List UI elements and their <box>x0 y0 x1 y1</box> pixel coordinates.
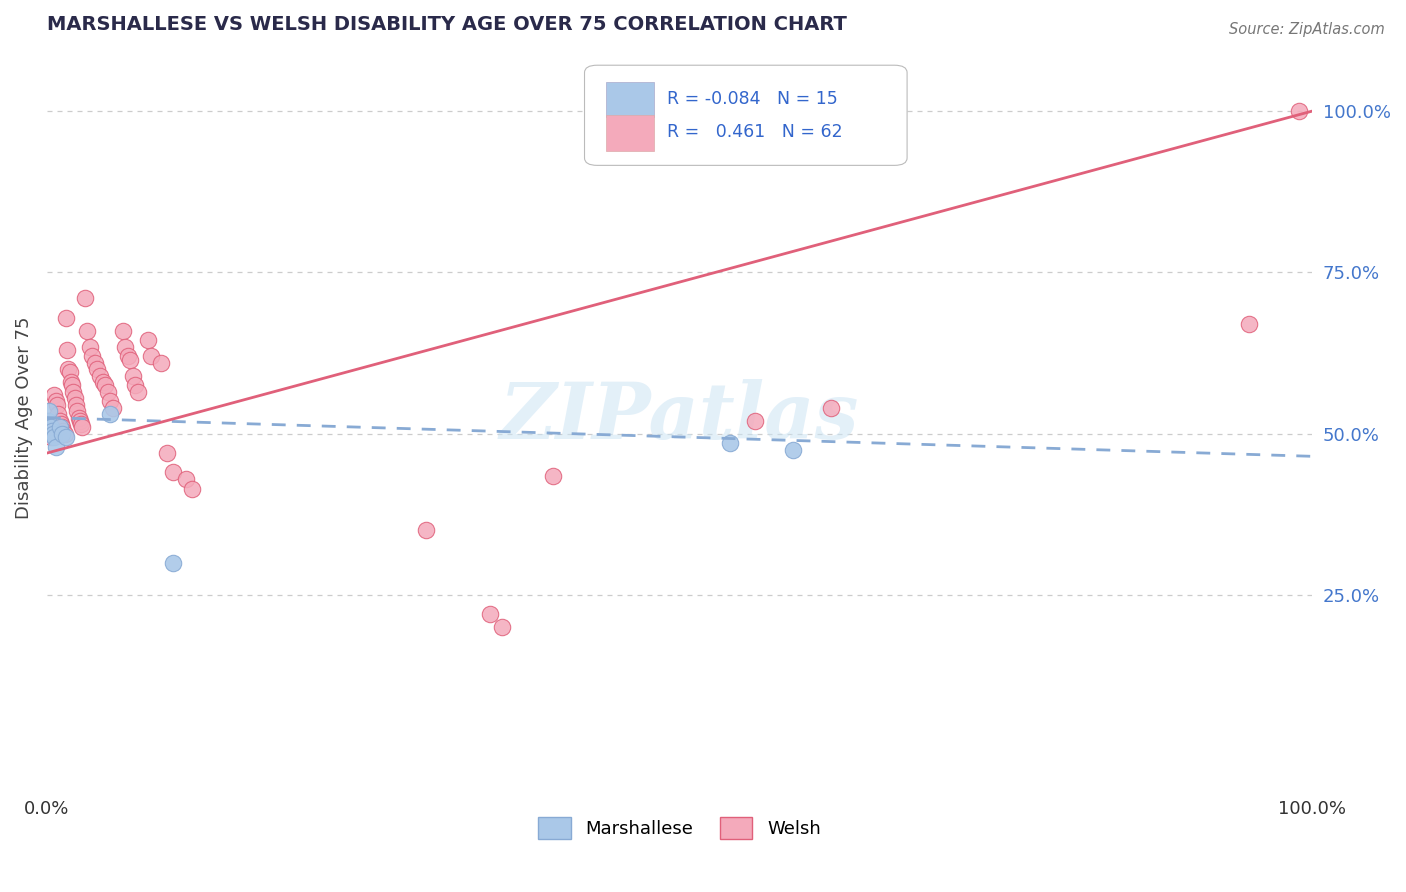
Point <box>65 398 87 412</box>
Point <box>62 384 84 399</box>
Point <box>44 388 66 402</box>
Point <box>101 401 124 415</box>
Point <box>52 424 75 438</box>
Point <box>718 436 741 450</box>
Point <box>37 414 59 428</box>
Point <box>37 414 59 428</box>
Point <box>120 352 142 367</box>
Point <box>98 394 121 409</box>
Point <box>97 384 120 399</box>
Point <box>59 366 82 380</box>
Point <box>79 340 101 354</box>
Point <box>782 442 804 457</box>
Point <box>67 410 90 425</box>
Point <box>162 466 184 480</box>
FancyBboxPatch shape <box>606 81 654 117</box>
Legend: Marshallese, Welsh: Marshallese, Welsh <box>531 810 828 847</box>
Point <box>44 430 66 444</box>
Point <box>149 356 172 370</box>
Point <box>541 468 564 483</box>
Point <box>117 349 139 363</box>
Point <box>48 420 70 434</box>
Point <box>60 378 83 392</box>
Point <box>38 404 60 418</box>
Point <box>174 472 197 486</box>
Point <box>491 620 513 634</box>
Point <box>51 426 73 441</box>
Point <box>59 375 82 389</box>
Text: R = -0.084   N = 15: R = -0.084 N = 15 <box>666 89 838 108</box>
Point <box>86 362 108 376</box>
Point <box>181 482 204 496</box>
Point <box>73 291 96 305</box>
Point <box>111 324 134 338</box>
Point <box>122 368 145 383</box>
Point <box>38 424 60 438</box>
Point <box>136 333 159 347</box>
Point <box>45 394 67 409</box>
Point <box>76 324 98 338</box>
Text: R =   0.461   N = 62: R = 0.461 N = 62 <box>666 123 842 141</box>
Point <box>139 349 162 363</box>
Point <box>415 524 437 538</box>
Point <box>42 426 65 441</box>
Point <box>89 368 111 383</box>
Point <box>55 430 77 444</box>
Point <box>49 417 72 431</box>
Point <box>127 384 149 399</box>
Point <box>91 375 114 389</box>
Point <box>41 424 63 438</box>
Point <box>162 556 184 570</box>
Point <box>39 430 62 444</box>
Point <box>94 378 117 392</box>
Point <box>1237 317 1260 331</box>
Point <box>48 414 70 428</box>
Point <box>46 398 69 412</box>
Point <box>55 310 77 325</box>
Point <box>72 420 94 434</box>
Point <box>478 607 501 622</box>
Point <box>66 404 89 418</box>
FancyBboxPatch shape <box>585 65 907 165</box>
Point <box>69 414 91 428</box>
Point <box>820 401 842 415</box>
Point <box>84 356 107 370</box>
Text: Source: ZipAtlas.com: Source: ZipAtlas.com <box>1229 22 1385 37</box>
Point <box>1288 104 1310 119</box>
Point <box>70 417 93 431</box>
Point <box>98 408 121 422</box>
Point <box>46 408 69 422</box>
Point <box>82 349 104 363</box>
Text: ZIPatlas: ZIPatlas <box>499 379 859 456</box>
Point <box>744 414 766 428</box>
Point <box>35 417 58 431</box>
Point <box>156 446 179 460</box>
Y-axis label: Disability Age Over 75: Disability Age Over 75 <box>15 317 32 519</box>
Point <box>63 391 86 405</box>
Point <box>51 420 73 434</box>
Point <box>41 426 63 441</box>
Point <box>53 426 76 441</box>
Point <box>56 343 79 357</box>
Point <box>124 378 146 392</box>
Point <box>42 424 65 438</box>
Point <box>114 340 136 354</box>
Text: MARSHALLESE VS WELSH DISABILITY AGE OVER 75 CORRELATION CHART: MARSHALLESE VS WELSH DISABILITY AGE OVER… <box>46 15 846 34</box>
FancyBboxPatch shape <box>606 115 654 151</box>
Point <box>58 362 80 376</box>
Point <box>39 420 62 434</box>
Point <box>45 440 67 454</box>
